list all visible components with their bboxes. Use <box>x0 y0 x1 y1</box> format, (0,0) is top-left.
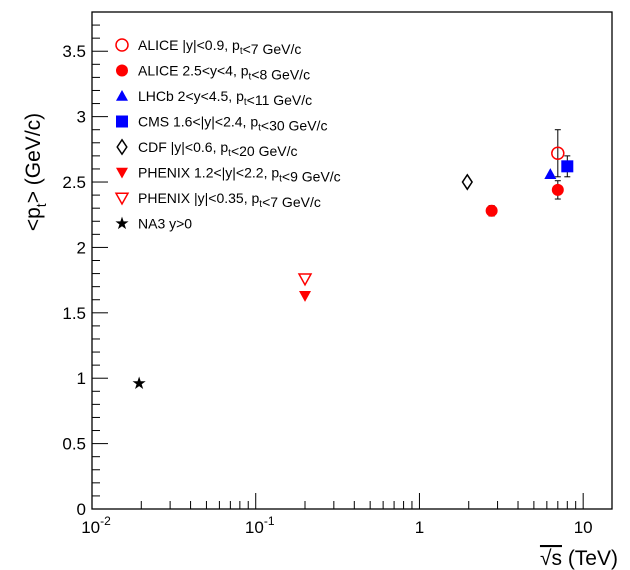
legend-label: CMS 1.6<|y|<2.4, pt<30 GeV/c <box>138 114 327 134</box>
y-tick-label: 2.5 <box>62 173 86 192</box>
x-tick-label: 10-1 <box>245 514 275 537</box>
points-layer <box>132 129 574 390</box>
data-point <box>132 376 146 390</box>
legend: ALICE |y|<0.9, pt<7 GeV/c ALICE 2.5<y<4, … <box>114 37 341 232</box>
data-point <box>299 291 312 302</box>
legend-marker <box>116 90 128 101</box>
y-tick-label: 1.5 <box>62 304 86 323</box>
legend-entry: CDF |y|<0.6, pt<20 GeV/c <box>116 138 297 159</box>
legend-entry: NA3 y>0 <box>115 216 192 232</box>
legend-entry: CMS 1.6<|y|<2.4, pt<30 GeV/c <box>116 114 327 134</box>
data-point <box>544 168 557 179</box>
legend-marker <box>116 115 128 128</box>
legend-marker <box>114 192 130 206</box>
legend-entry: LHCb 2<y<4.5, pt<11 GeV/c <box>116 88 312 108</box>
legend-entry: ALICE 2.5<y<4, pt<8 GeV/c <box>116 63 310 83</box>
legend-label: PHENIX 1.2<|y|<2.2, pt<9 GeV/c <box>138 165 341 185</box>
legend-label: CDF |y|<0.6, pt<20 GeV/c <box>138 139 297 159</box>
y-tick-label: 0.5 <box>62 435 86 454</box>
data-point <box>461 173 473 191</box>
axes-layer: 0 0.5 1 1.5 2 2.5 3 3.5 10-2 10-1 1 10 <box>62 11 593 537</box>
legend-marker <box>115 216 129 230</box>
y-tick-label: 1 <box>77 369 86 388</box>
legend-marker <box>116 64 128 77</box>
y-tick-label: 3 <box>77 108 86 127</box>
legend-marker <box>116 138 128 156</box>
x-axis-title: √s (TeV) <box>540 547 618 570</box>
y-axis-title: <pt> (GeV/c) <box>22 113 49 231</box>
y-tick-label: 0 <box>77 500 86 519</box>
x-tick-label: 10-2 <box>81 514 111 537</box>
legend-label: ALICE |y|<0.9, pt<7 GeV/c <box>138 37 301 57</box>
y-tick-label: 2 <box>77 238 86 257</box>
data-point <box>551 183 564 196</box>
legend-marker <box>116 167 128 179</box>
data-point <box>561 160 574 173</box>
legend-entry: PHENIX 1.2<|y|<2.2, pt<9 GeV/c <box>116 165 341 185</box>
legend-entry: PHENIX |y|<0.35, pt<7 GeV/c <box>114 190 321 210</box>
data-point <box>485 204 498 217</box>
legend-entry: ALICE |y|<0.9, pt<7 GeV/c <box>115 37 301 57</box>
plot-frame <box>91 11 613 510</box>
x-tick-label: 1 <box>415 518 424 537</box>
data-point <box>551 146 565 161</box>
y-tick-label: 3.5 <box>62 42 86 61</box>
legend-label: PHENIX |y|<0.35, pt<7 GeV/c <box>138 190 321 210</box>
data-point <box>297 273 313 287</box>
x-tick-label: 10 <box>574 518 593 537</box>
legend-label: NA3 y>0 <box>138 216 192 232</box>
legend-label: LHCb 2<y<4.5, pt<11 GeV/c <box>138 88 312 108</box>
legend-marker <box>115 38 129 52</box>
legend-label: ALICE 2.5<y<4, pt<8 GeV/c <box>138 63 310 83</box>
